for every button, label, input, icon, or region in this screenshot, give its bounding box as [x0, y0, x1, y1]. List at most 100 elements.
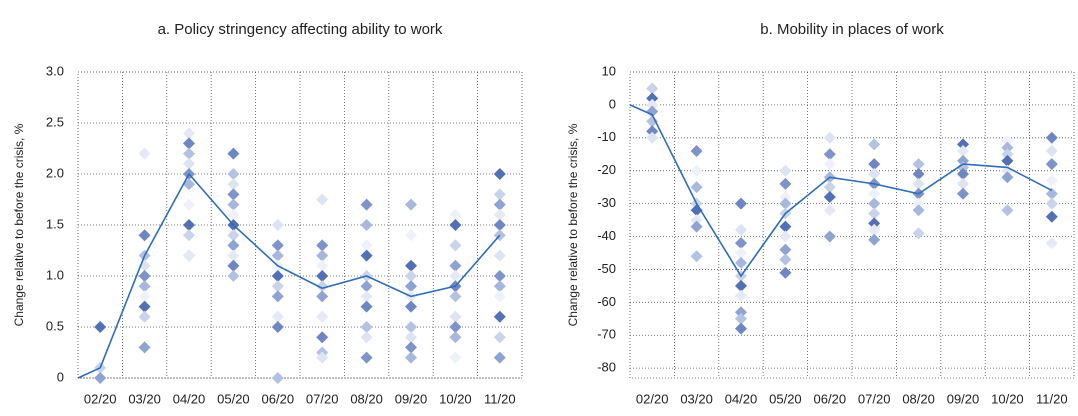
- point: [1045, 210, 1058, 223]
- y-tick-label: 10: [602, 63, 616, 78]
- x-tick-label: 02/20: [636, 391, 669, 406]
- point: [316, 249, 329, 262]
- point: [735, 279, 747, 292]
- y-tick-label: 1.5: [46, 216, 64, 231]
- point: [449, 290, 462, 303]
- x-tick-label: 08/20: [902, 391, 935, 406]
- point: [912, 227, 925, 240]
- point: [227, 239, 240, 252]
- point: [138, 147, 151, 160]
- point: [868, 223, 881, 236]
- point: [493, 351, 506, 364]
- point: [316, 290, 329, 303]
- point: [138, 290, 151, 303]
- point: [868, 168, 881, 180]
- point: [271, 239, 284, 252]
- point: [779, 197, 792, 210]
- point: [405, 280, 417, 293]
- point: [823, 148, 836, 161]
- x-tick-label: 09/20: [395, 391, 428, 406]
- point: [823, 181, 836, 194]
- x-tick-label: 09/20: [947, 391, 980, 406]
- point: [957, 144, 969, 157]
- point: [779, 230, 792, 243]
- x-tick-label: 03/20: [128, 391, 161, 406]
- point: [646, 105, 659, 118]
- point: [493, 198, 506, 211]
- point: [449, 259, 462, 272]
- y-tick-label: -10: [597, 129, 616, 144]
- point: [227, 249, 240, 262]
- point: [1045, 131, 1058, 144]
- point: [360, 249, 373, 262]
- point: [271, 321, 284, 333]
- point: [183, 178, 195, 191]
- point: [690, 144, 703, 157]
- x-tick-label: 04/20: [173, 391, 206, 406]
- point: [823, 204, 836, 217]
- point: [405, 198, 417, 211]
- y-tick-label: -20: [597, 162, 616, 177]
- point: [868, 138, 881, 151]
- point: [735, 289, 747, 302]
- point: [271, 372, 284, 384]
- y-tick-label: -30: [597, 195, 616, 210]
- point: [183, 229, 195, 242]
- point: [690, 181, 703, 194]
- point: [646, 82, 659, 95]
- point: [405, 300, 417, 313]
- point: [94, 372, 107, 384]
- y-tick-label: 0.5: [46, 318, 64, 333]
- point: [449, 219, 462, 231]
- point: [360, 280, 373, 293]
- point: [316, 239, 329, 252]
- x-tick-label: 03/20: [680, 391, 713, 406]
- chart-title: a. Policy stringency affecting ability t…: [158, 21, 443, 38]
- point: [735, 322, 747, 335]
- point: [360, 219, 373, 231]
- y-axis-title: Change relative to before the crisis, %: [12, 123, 26, 326]
- y-tick-label: -40: [597, 228, 616, 243]
- point: [316, 270, 329, 282]
- x-tick-label: 06/20: [814, 391, 847, 406]
- point: [1001, 141, 1014, 154]
- point: [138, 229, 151, 242]
- point: [779, 191, 792, 204]
- point: [94, 321, 107, 333]
- point: [957, 177, 969, 190]
- point: [183, 198, 195, 211]
- point: [227, 198, 240, 211]
- point: [1045, 237, 1058, 250]
- point: [493, 290, 506, 303]
- point: [823, 191, 836, 204]
- point: [360, 331, 373, 344]
- point: [868, 233, 881, 246]
- point: [690, 220, 703, 233]
- point: [449, 239, 462, 252]
- x-tick-label: 06/20: [262, 391, 295, 406]
- y-axis-title: Change relative to before the crisis, %: [566, 123, 580, 326]
- point: [646, 125, 659, 138]
- point: [779, 164, 792, 177]
- point: [183, 157, 195, 170]
- point: [957, 138, 969, 151]
- point: [1045, 174, 1058, 187]
- point: [316, 310, 329, 323]
- point: [493, 168, 506, 180]
- x-tick-label: 11/20: [1036, 391, 1068, 406]
- y-tick-label: 3.0: [46, 63, 64, 78]
- point: [449, 270, 462, 282]
- point: [868, 158, 881, 171]
- point: [138, 300, 151, 313]
- line: [629, 104, 1053, 278]
- point: [271, 290, 284, 303]
- point: [405, 341, 417, 354]
- point: [1001, 148, 1014, 161]
- x-tick-label: 05/20: [217, 391, 250, 406]
- point: [912, 204, 925, 217]
- point: [779, 243, 792, 256]
- y-tick-label: -50: [597, 261, 616, 276]
- point: [1045, 187, 1058, 200]
- point: [646, 115, 659, 128]
